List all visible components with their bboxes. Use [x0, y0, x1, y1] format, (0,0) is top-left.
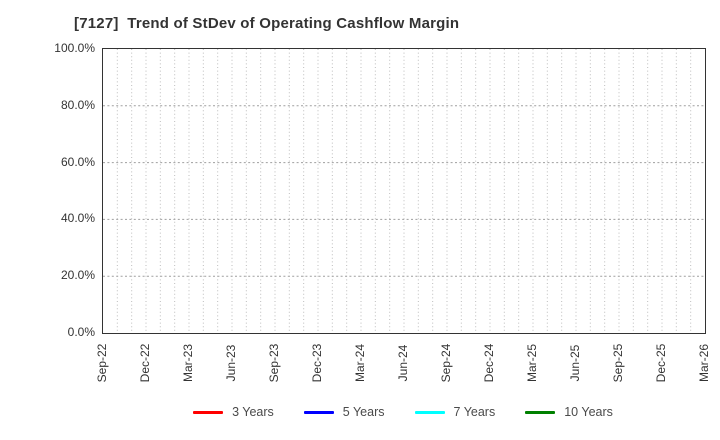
- y-axis-tick-label: 40.0%: [60, 211, 95, 226]
- legend-item-7-years: 7 Years: [414, 405, 496, 419]
- legend-label: 10 Years: [564, 405, 613, 419]
- legend-line-swatch: [525, 410, 556, 414]
- x-axis-tick-label: Jun-23: [224, 344, 238, 382]
- x-axis-tick-label: Sep-22: [95, 343, 109, 383]
- y-axis-tick-label: 100.0%: [54, 41, 95, 55]
- legend-line-swatch: [414, 410, 445, 414]
- y-axis-tick-label: 0.0%: [67, 325, 95, 339]
- legend-line-swatch: [303, 410, 334, 414]
- legend-label: 3 Years: [232, 405, 274, 419]
- legend-item-3-years: 3 Years: [193, 405, 274, 419]
- x-axis-tick-label: Sep-23: [267, 343, 281, 383]
- legend-label: 5 Years: [342, 405, 385, 419]
- legend-line-swatch: [193, 410, 224, 414]
- x-axis-tick-label: Jun-24: [396, 344, 410, 382]
- x-axis-tick-label: Sep-24: [439, 343, 453, 383]
- x-axis-tick-label: Mar-25: [525, 343, 539, 383]
- x-axis-tick-label: Sep-25: [611, 343, 625, 383]
- plot-area: [102, 48, 706, 334]
- x-axis-tick-label: Mar-24: [353, 343, 367, 383]
- legend: 3 Years 5 Years 7 Years 10 Years: [102, 405, 704, 419]
- x-axis-tick-label: Mar-23: [181, 343, 195, 383]
- y-axis-tick-label: 60.0%: [60, 154, 95, 169]
- y-axis-tick-label: 20.0%: [60, 268, 95, 283]
- x-axis-tick-label: Jun-25: [568, 344, 582, 382]
- y-axis-tick-label: 80.0%: [60, 97, 95, 112]
- x-axis-tick-label: Mar-26: [697, 343, 711, 383]
- x-axis-tick-label: Dec-24: [482, 343, 496, 383]
- x-axis-tick-label: Dec-23: [310, 343, 324, 383]
- legend-item-10-years: 10 Years: [525, 405, 613, 419]
- x-axis-tick-label: Dec-22: [138, 343, 152, 383]
- chart-title: [7127] Trend of StDev of Operating Cashf…: [74, 15, 460, 32]
- gridlines: [103, 49, 705, 333]
- x-axis-tick-label: Dec-25: [654, 343, 668, 383]
- legend-item-5-years: 5 Years: [303, 405, 385, 419]
- legend-label: 7 Years: [453, 405, 496, 419]
